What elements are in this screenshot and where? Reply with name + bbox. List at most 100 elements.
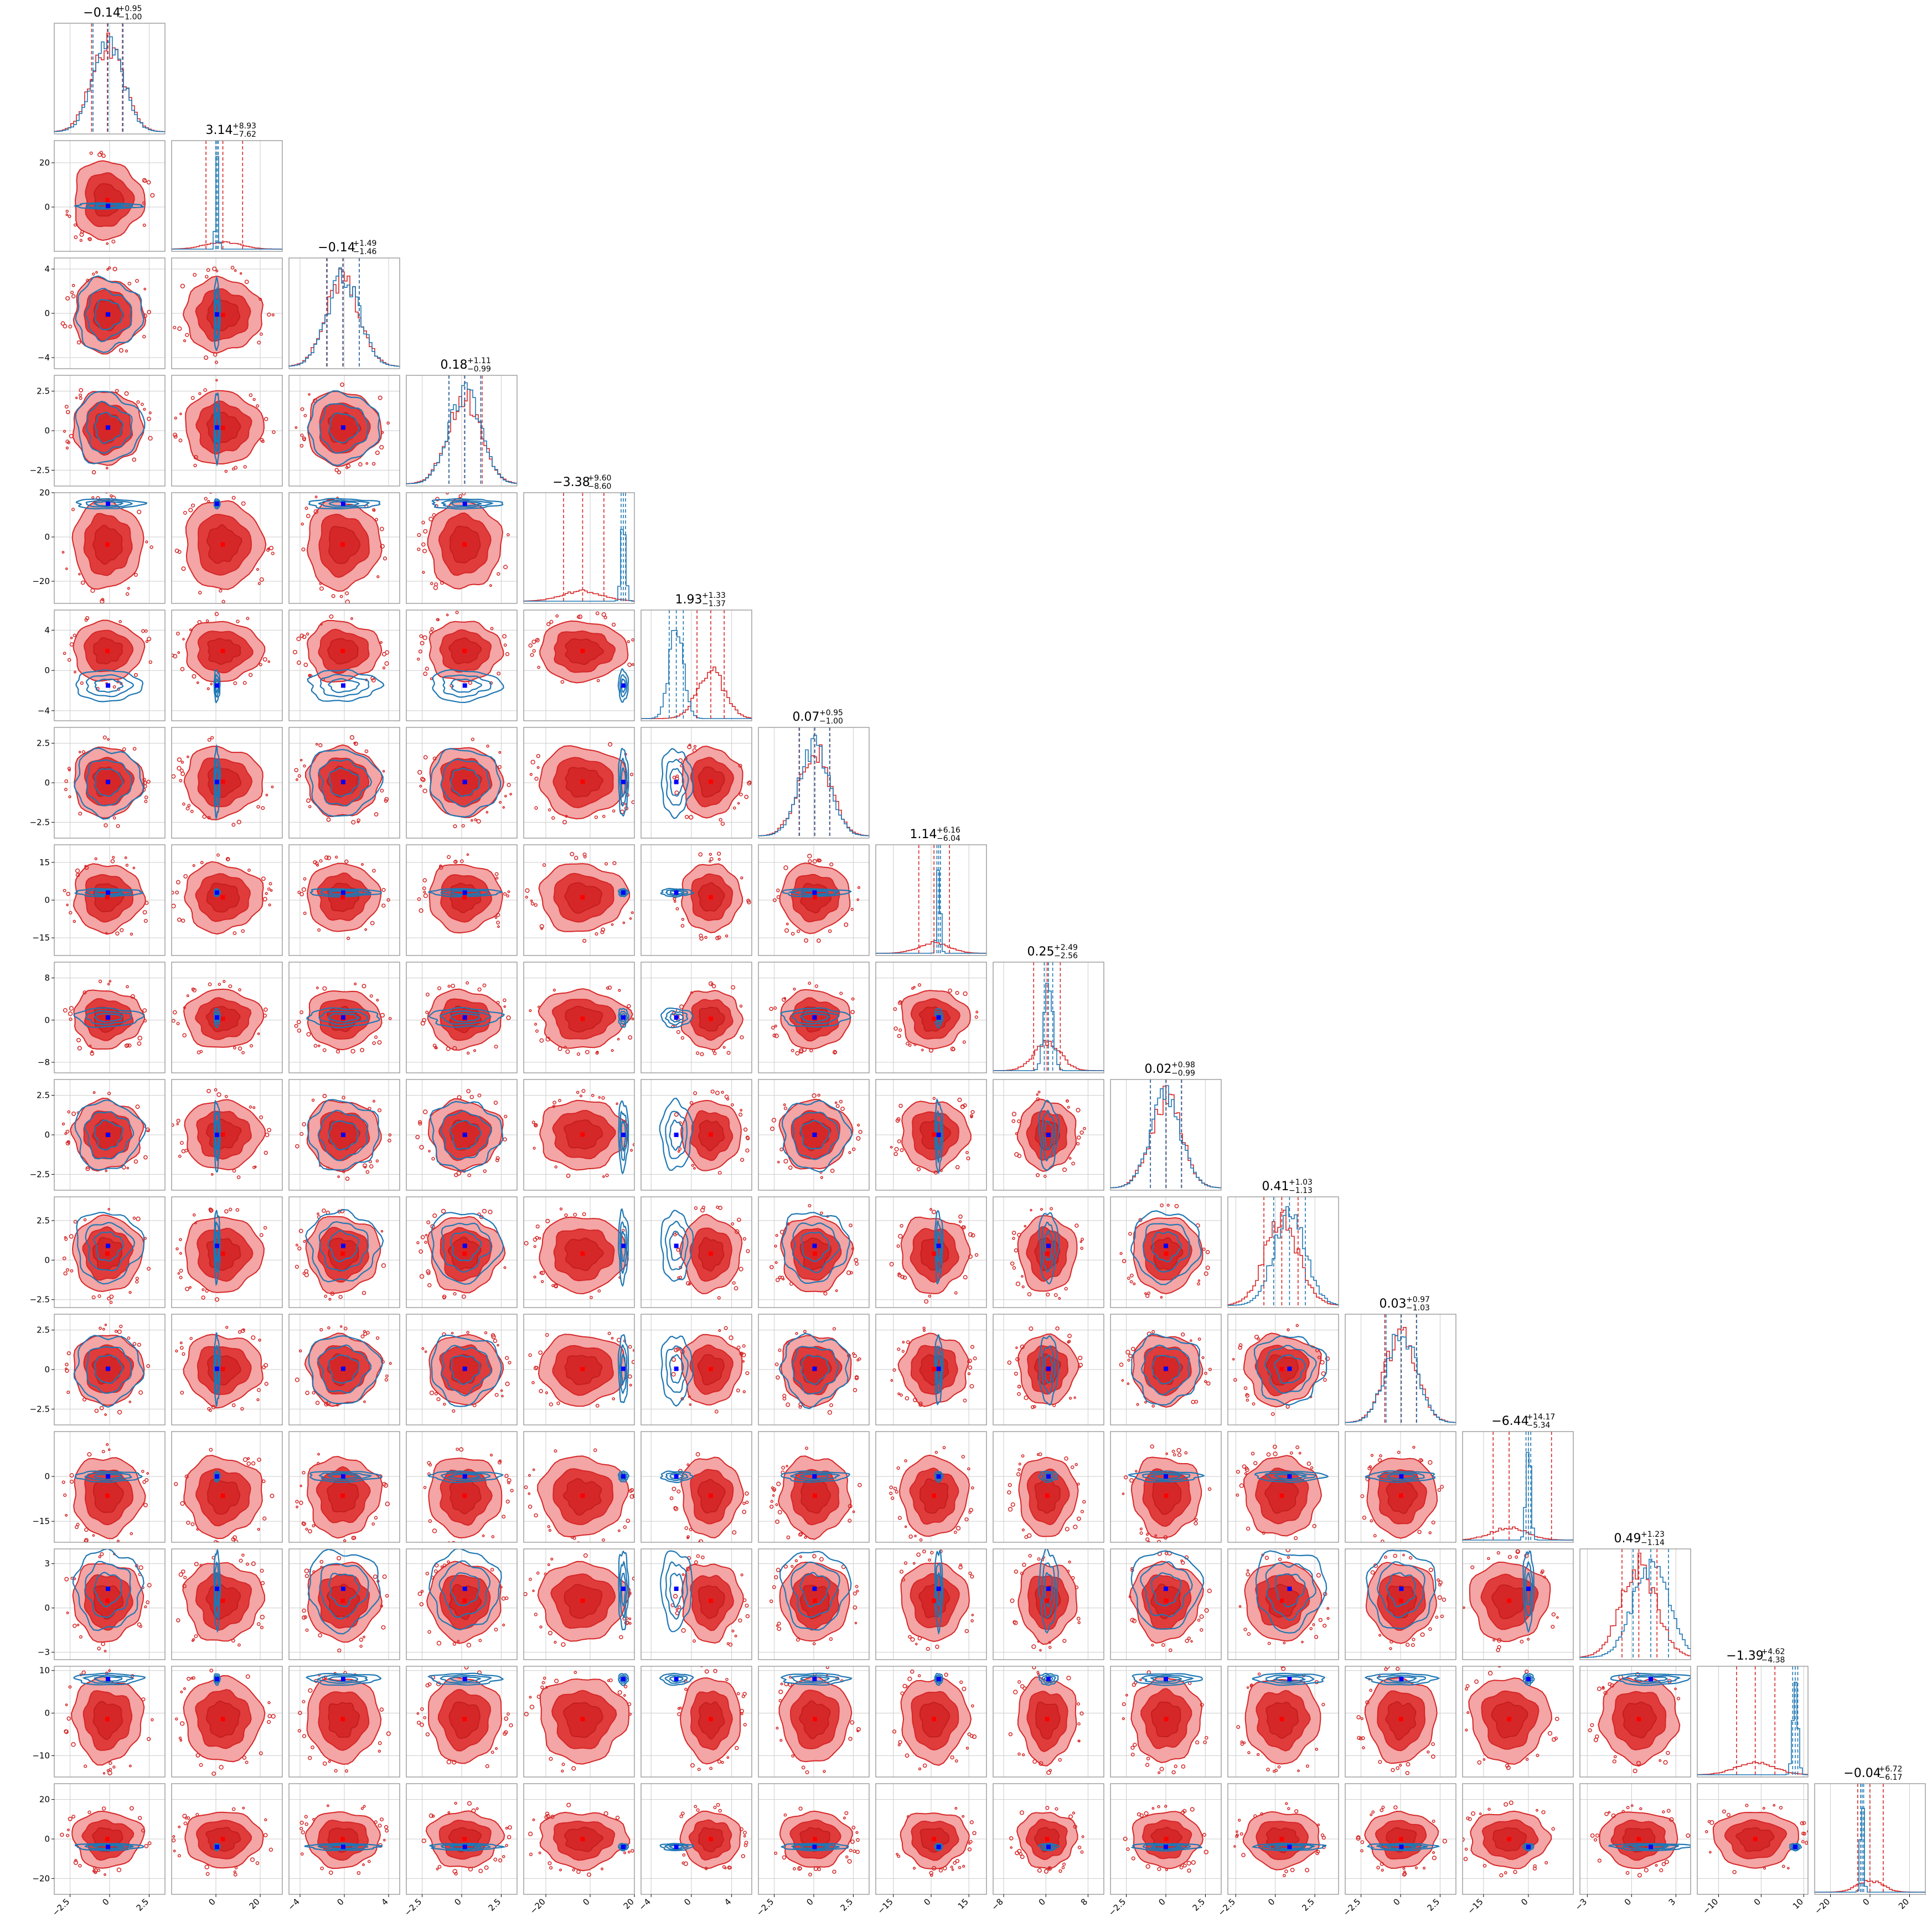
scatter-point	[240, 1407, 244, 1411]
median-marker-a	[709, 1598, 713, 1603]
x-tick-label: 20	[622, 1897, 636, 1911]
panel-frame	[1462, 1548, 1574, 1660]
scatter-point	[734, 1634, 737, 1637]
scatter-point	[1206, 1381, 1211, 1386]
contour-b-1	[438, 1560, 491, 1618]
scatter-point	[436, 1397, 441, 1402]
contour-group	[60, 1806, 152, 1876]
median-marker-a	[462, 1837, 467, 1842]
scatter-point	[1203, 1271, 1208, 1276]
scatter-point	[223, 980, 226, 983]
scatter-point	[532, 1818, 535, 1821]
scatter-point	[740, 1573, 743, 1577]
scatter-point	[1138, 1218, 1143, 1222]
contour-b-1	[1377, 1561, 1425, 1619]
scatter-point	[547, 1563, 550, 1567]
scatter-point	[107, 1448, 111, 1451]
scatter-point	[528, 1353, 532, 1357]
contour-b-1	[619, 1472, 628, 1481]
scatter-point	[236, 619, 240, 623]
panel-12-9	[1110, 1431, 1222, 1543]
scatter-point	[713, 1805, 717, 1809]
median-marker-a	[1398, 1837, 1403, 1842]
panel-15-8: −8 0 8	[990, 1783, 1104, 1912]
scatter-point	[1032, 1405, 1036, 1408]
scatter-point	[416, 1721, 421, 1725]
median-marker-a	[220, 425, 225, 430]
x-tick-label: 0	[682, 1897, 693, 1907]
scatter-point	[534, 806, 538, 810]
contour-b-0	[307, 1099, 380, 1171]
scatter-point	[372, 1099, 375, 1103]
scatter-point	[770, 1126, 775, 1132]
scatter-point	[502, 1623, 505, 1626]
scatter-point	[1129, 1478, 1134, 1483]
scatter-point	[102, 1327, 105, 1331]
scatter-point	[77, 1046, 82, 1051]
scatter-point	[673, 900, 676, 903]
contour-b-0	[74, 1099, 147, 1171]
scatter-point	[889, 1485, 893, 1490]
scatter-point	[71, 508, 75, 512]
scatter-point	[263, 1226, 267, 1230]
scatter-point	[1551, 1625, 1555, 1629]
scatter-point	[208, 1207, 213, 1212]
contour-b-2	[328, 678, 360, 694]
contour-b-1	[320, 889, 372, 896]
scatter-point	[631, 638, 634, 642]
scatter-point	[381, 888, 386, 892]
scatter-point	[299, 758, 303, 762]
median-marker-a	[580, 1493, 585, 1498]
scatter-point	[786, 1402, 791, 1407]
scatter-point	[808, 1203, 812, 1208]
scatter-point	[329, 614, 334, 619]
scatter-point	[195, 1812, 199, 1817]
median-marker-a	[813, 1493, 817, 1498]
contour-b-1	[1621, 1675, 1681, 1685]
contour-b-1	[86, 759, 133, 807]
median-marker-b	[674, 1243, 679, 1248]
scatter-point	[143, 918, 148, 923]
scatter-point	[257, 1458, 261, 1462]
panel-14-13	[1579, 1666, 1691, 1778]
scatter-point	[198, 591, 202, 595]
scatter-point	[149, 545, 153, 549]
contour-b-0	[780, 1672, 853, 1686]
contour-b-0	[1252, 1672, 1326, 1686]
contour-group	[769, 1203, 859, 1296]
scatter-point	[92, 1091, 96, 1094]
scatter-point	[302, 1734, 307, 1738]
histogram-series-a	[1462, 1526, 1573, 1541]
scatter-point	[1145, 1533, 1149, 1536]
scatter-point	[423, 755, 428, 760]
scatter-point	[507, 1712, 510, 1716]
scatter-point	[1241, 1853, 1246, 1857]
panel-13-11	[1345, 1548, 1456, 1660]
scatter-point	[142, 1008, 147, 1013]
scatter-point	[292, 650, 297, 655]
scatter-point	[1356, 1836, 1361, 1841]
scatter-point	[612, 809, 616, 813]
scatter-point	[710, 1089, 715, 1094]
scatter-point	[773, 1006, 777, 1010]
panel-frame	[875, 1548, 987, 1660]
scatter-point	[776, 1568, 781, 1573]
contour-b-2	[1275, 1573, 1306, 1608]
contour-group	[416, 1208, 507, 1300]
scatter-point	[897, 1347, 901, 1351]
scatter-point	[531, 1381, 535, 1385]
contour-group	[61, 493, 153, 603]
scatter-point	[1194, 1399, 1199, 1404]
scatter-point	[1159, 1766, 1164, 1771]
scatter-point	[497, 671, 501, 676]
scatter-point	[1249, 1684, 1253, 1688]
scatter-point	[533, 1275, 536, 1279]
median-marker-b	[106, 1015, 111, 1020]
scatter-point	[611, 1336, 614, 1340]
scatter-point	[137, 1342, 141, 1347]
scatter-point	[137, 1622, 142, 1627]
scatter-point	[735, 1229, 740, 1234]
median-marker-b	[1046, 1677, 1051, 1682]
scatter-point	[954, 1291, 958, 1295]
